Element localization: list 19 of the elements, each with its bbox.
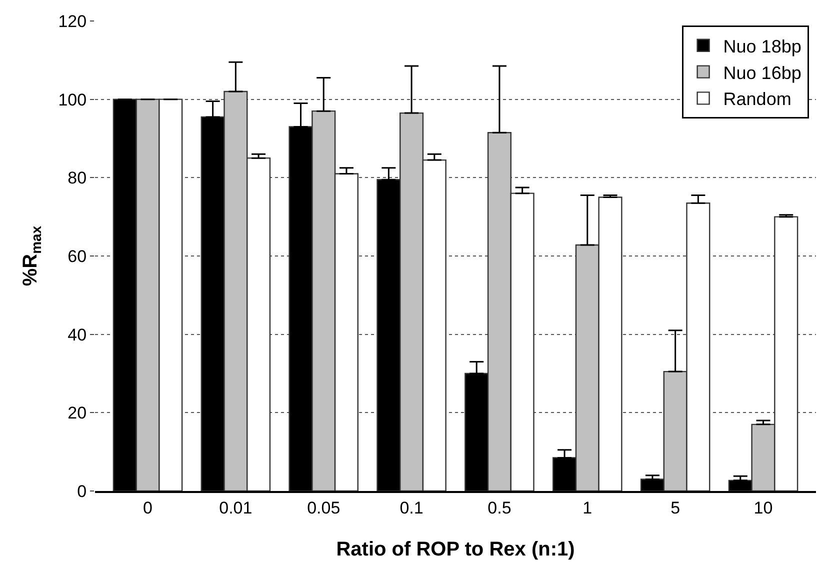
x-tick-label: 5 <box>670 498 680 518</box>
y-tick-label: 20 <box>68 404 87 423</box>
x-axis-title: Ratio of ROP to Rex (n:1) <box>336 538 575 560</box>
y-tick-label: 120 <box>58 12 87 31</box>
y-tick-label: 40 <box>68 325 87 344</box>
x-tick-label: 0.5 <box>488 498 512 518</box>
legend-label: Nuo 18bp <box>723 36 802 56</box>
legend-label: Nuo 16bp <box>723 62 802 83</box>
x-tick-label: 0 <box>143 498 152 518</box>
x-tick-label: 1 <box>582 498 592 518</box>
y-tick-label: 100 <box>58 90 87 110</box>
x-tick-label: 0.1 <box>400 498 424 518</box>
y-tick-label: 0 <box>77 482 87 501</box>
x-tick-label: 10 <box>754 498 773 518</box>
y-tick-label: 60 <box>68 246 87 266</box>
x-tick-label: 0.01 <box>219 498 252 518</box>
legend-label: Random <box>723 89 792 110</box>
y-tick-label: 80 <box>68 168 87 188</box>
x-tick-label: 0.05 <box>307 498 340 518</box>
